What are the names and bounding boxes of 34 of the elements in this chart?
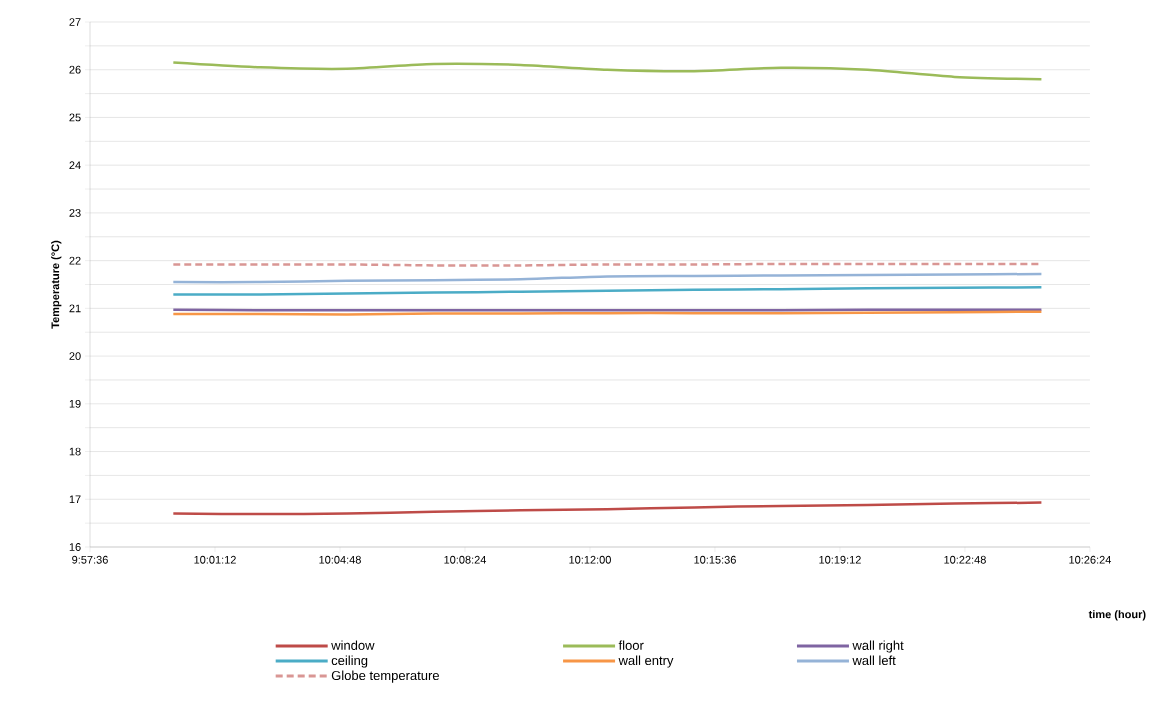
x-tick-label: 10:26:24	[1069, 555, 1112, 564]
y-tick-label: 22	[69, 256, 81, 265]
y-tick-label: 25	[69, 113, 81, 122]
y-tick-label: 23	[69, 209, 81, 217]
legend-label: wall entry	[618, 655, 674, 668]
x-axis-title: time (hour)	[1088, 610, 1146, 621]
line-series	[172, 286, 1043, 296]
x-tick-label: 9:57:36	[72, 555, 108, 564]
legend-label: window	[331, 640, 375, 650]
x-tick-label: 10:12:00	[569, 555, 611, 564]
line-series	[172, 61, 1043, 81]
y-tick-label: 20	[69, 352, 81, 360]
y-tick-label: 16	[69, 543, 81, 551]
legend-label: wall right	[852, 640, 904, 653]
line-series	[172, 501, 1043, 516]
y-axis-title: Temperature (°C)	[51, 240, 62, 329]
y-tick-label: 18	[69, 447, 81, 456]
legend-label: ceiling	[331, 655, 368, 668]
x-tick-label: 10:04:48	[319, 555, 361, 564]
y-tick-label: 21	[69, 304, 81, 313]
y-tick-label: 24	[69, 161, 81, 170]
y-tick-label: 27	[69, 18, 81, 26]
x-tick-label: 10:15:36	[694, 555, 736, 564]
x-tick-label: 10:22:48	[944, 555, 986, 564]
legend-label: floor	[618, 640, 644, 650]
line-series	[172, 272, 1043, 284]
legend-label: Globe temperature	[331, 670, 439, 683]
y-tick-label: 17	[69, 495, 81, 504]
x-tick-label: 10:01:12	[194, 555, 236, 564]
x-tick-label: 10:08:24	[444, 555, 487, 564]
y-tick-label: 26	[69, 65, 81, 74]
legend-label: wall left	[852, 655, 896, 666]
y-tick-label: 19	[69, 399, 81, 408]
x-tick-label: 10:19:12	[819, 555, 861, 564]
